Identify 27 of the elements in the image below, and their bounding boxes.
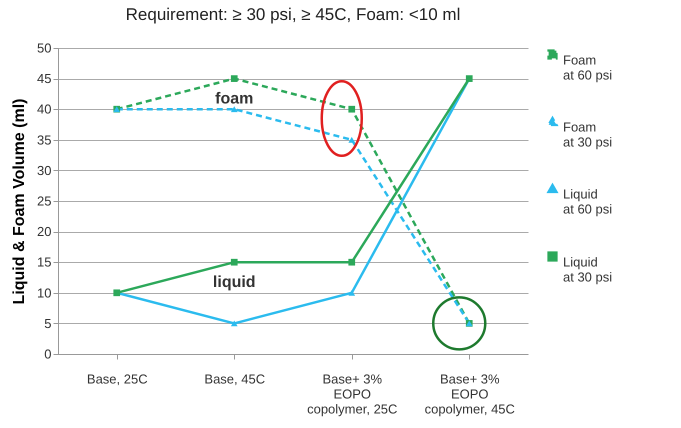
y-tick-label: 15 [37,254,52,270]
legend-label: Liquid at 30 psi [563,254,612,284]
y-tick-label: 10 [37,285,52,300]
y-tick-label: 5 [44,316,52,331]
point [230,258,238,266]
y-axis-title: Liquid & Foam Volume (ml) [11,98,28,304]
legend-label: Liquid at 60 psi [563,186,612,216]
y-tick-label: 50 [37,40,52,56]
y-tick-label: 30 [37,162,52,178]
y-tick-label: 45 [37,71,52,86]
point [348,258,356,266]
x-tick-label: Base+ 3% EOPO copolymer, 45C [424,372,515,416]
legend-label: Foam at 30 psi [563,120,612,150]
x-tick-label: Base, 25C [86,372,148,386]
point [230,75,238,82]
y-tick-label: 40 [37,102,52,117]
annotation: liquid [212,274,256,292]
y-tick-label: 35 [37,132,52,148]
y-tick-label: 25 [37,194,52,208]
x-tick-label: Base+ 3% EOPO copolymer, 25C [307,372,398,416]
legend-label: Foam at 60 psi [563,52,612,82]
x-tick-label: Base, 45C [204,372,266,386]
annotation: foam [215,90,254,108]
y-tick-label: 20 [37,224,52,240]
chart-title: Requirement: ≥ 30 psi, ≥ 45C, Foam: <10 ml [126,5,460,24]
y-tick-label: 0 [44,346,52,362]
point [348,106,356,113]
